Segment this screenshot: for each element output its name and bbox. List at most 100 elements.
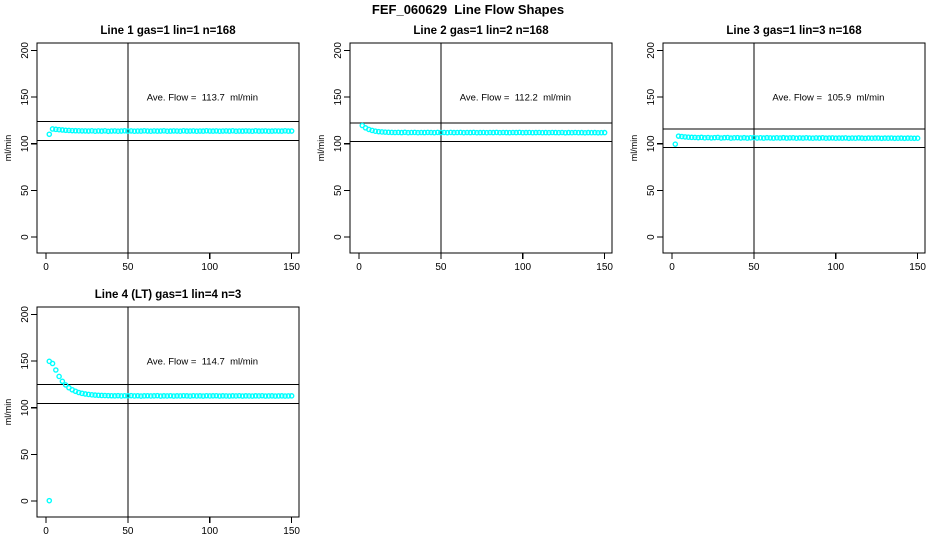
data-point (513, 129, 520, 136)
data-point (888, 135, 895, 141)
data-point (842, 135, 849, 141)
data-point (187, 128, 193, 134)
data-point (392, 129, 398, 136)
data-point (418, 129, 425, 136)
data-point (891, 135, 898, 142)
data-point (803, 135, 810, 141)
data-point (121, 392, 128, 399)
y-tick-label: 50 (20, 448, 31, 460)
data-point (741, 134, 747, 141)
data-point (774, 135, 780, 141)
data-point (372, 128, 379, 134)
data-point (157, 128, 164, 134)
y-tick-label: 0 (20, 234, 31, 240)
data-point (144, 392, 151, 399)
data-point (265, 393, 272, 399)
data-point (177, 128, 184, 134)
data-point (760, 135, 767, 141)
data-point (213, 128, 220, 134)
data-point (82, 128, 89, 134)
data-point (395, 129, 402, 136)
data-point (249, 393, 256, 399)
data-point (751, 134, 757, 141)
data-point (402, 129, 408, 136)
data-point (467, 129, 474, 136)
data-point (415, 129, 421, 136)
plot-box (36, 306, 300, 518)
data-points (46, 126, 295, 138)
panel-title: Line 2 gas=1 lin=2 n=168 (413, 25, 549, 37)
x-tick-label: 100 (827, 262, 844, 273)
data-point (242, 393, 249, 399)
data-point (167, 128, 174, 134)
data-point (823, 135, 829, 141)
data-point (911, 135, 918, 142)
data-point (259, 392, 265, 399)
data-point (506, 129, 513, 136)
data-points (359, 122, 608, 136)
data-point (95, 392, 102, 399)
data-point (193, 393, 200, 399)
data-point (138, 393, 144, 399)
data-point (213, 392, 220, 399)
data-point (914, 135, 921, 141)
data-point (846, 135, 852, 142)
data-point (731, 135, 738, 141)
data-point (728, 135, 734, 141)
data-point (105, 392, 112, 399)
data-point (737, 135, 744, 141)
data-point (148, 128, 154, 134)
y-tick-label: 150 (646, 88, 657, 105)
data-point (92, 128, 98, 134)
data-point (451, 129, 457, 136)
data-point (582, 129, 588, 136)
panel-title: Line 4 (LT) gas=1 lin=4 n=3 (95, 289, 241, 301)
data-point (441, 129, 447, 136)
data-point (595, 129, 601, 136)
x-tick-label: 150 (283, 262, 300, 273)
data-point (859, 135, 865, 141)
data-point (672, 141, 679, 147)
data-point (239, 393, 246, 399)
data-point (787, 135, 793, 141)
data-point (138, 128, 144, 134)
data-point (813, 135, 819, 141)
x-tick-label: 0 (356, 262, 362, 273)
data-point (203, 128, 210, 134)
data-point (190, 128, 197, 134)
data-point (275, 128, 282, 134)
data-point (115, 128, 121, 134)
data-point (184, 393, 190, 399)
data-point (108, 128, 115, 134)
y-tick-label: 200 (20, 42, 31, 59)
data-point (734, 134, 741, 141)
data-point (131, 128, 138, 134)
data-point (908, 135, 914, 141)
data-point (56, 373, 62, 380)
data-point (59, 378, 66, 385)
data-point (601, 129, 608, 136)
data-point (128, 128, 134, 134)
data-point (757, 135, 764, 141)
avg-flow-annotation: Ave. Flow = 113.7 ml/min (147, 93, 258, 104)
data-point (75, 389, 82, 396)
data-point (262, 393, 269, 399)
data-point (200, 128, 207, 134)
data-point (85, 128, 92, 134)
data-point (174, 393, 180, 399)
data-point (698, 134, 705, 141)
data-point (901, 135, 908, 142)
data-point (46, 131, 53, 138)
panel-title: Line 1 gas=1 lin=1 n=168 (100, 25, 236, 37)
y-tick-label: 50 (333, 184, 344, 196)
data-point (474, 129, 480, 136)
data-point (262, 128, 269, 134)
data-point (131, 393, 138, 399)
outlier-point (46, 497, 53, 504)
data-point (141, 393, 148, 399)
x-tick-label: 50 (122, 526, 134, 537)
data-point (226, 128, 233, 134)
data-point (790, 135, 796, 141)
data-point (905, 135, 911, 141)
data-point (572, 129, 578, 136)
